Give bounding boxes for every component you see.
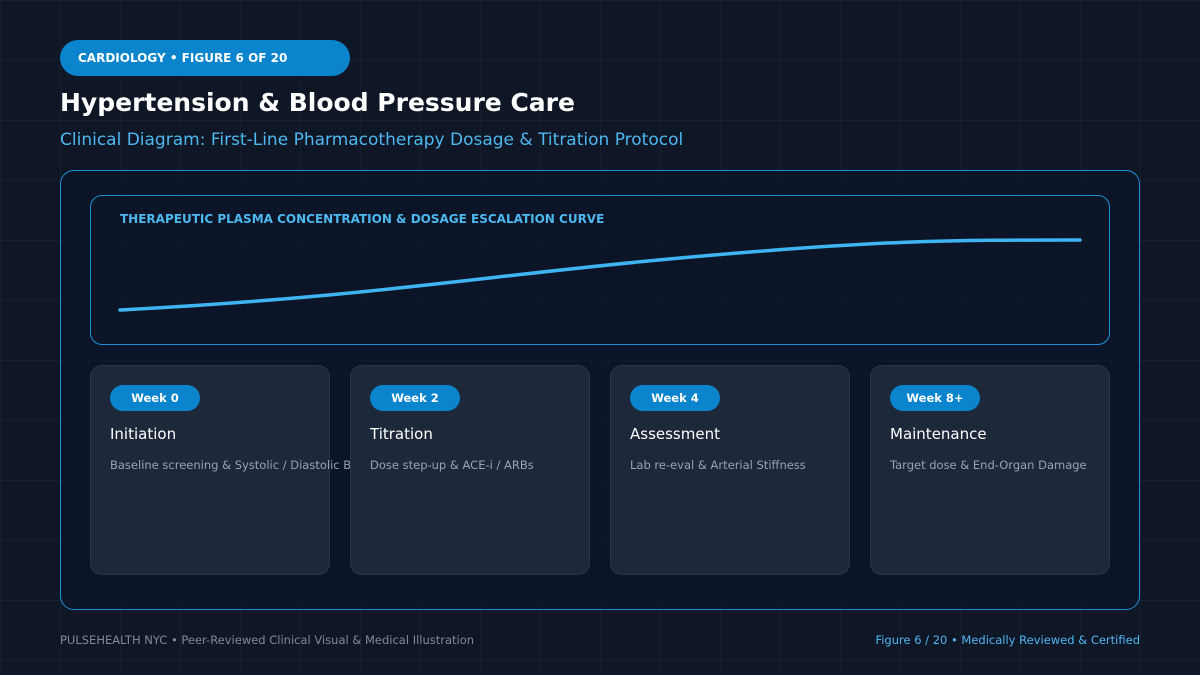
step-title: Assessment — [630, 425, 720, 443]
step-title: Maintenance — [890, 425, 987, 443]
step-badge: Week 8+ — [890, 385, 980, 411]
subtitle: Clinical Diagram: First-Line Pharmacothe… — [60, 130, 684, 150]
step-title: Titration — [370, 425, 433, 443]
curve-title: THERAPEUTIC PLASMA CONCENTRATION & DOSAG… — [120, 212, 605, 226]
step-badge: Week 0 — [110, 385, 200, 411]
step-card — [350, 365, 590, 575]
step-desc: Target dose & End-Organ Damage — [890, 458, 1087, 472]
footer-left: PULSEHEALTH NYC • Peer-Reviewed Clinical… — [60, 633, 475, 647]
curve — [118, 238, 1082, 312]
footer-right: Figure 6 / 20 • Medically Reviewed & Cer… — [875, 633, 1140, 647]
title: Hypertension & Blood Pressure Care — [60, 88, 575, 117]
step-desc: Dose step-up & ACE-i / ARBs — [370, 458, 534, 472]
tag: CARDIOLOGY • FIGURE 6 OF 20 — [60, 40, 350, 76]
step-title: Initiation — [110, 425, 177, 443]
step-badge: Week 4 — [630, 385, 720, 411]
step-badge: Week 2 — [370, 385, 460, 411]
step-desc: Baseline screening & Systolic / Diastoli… — [110, 458, 359, 472]
step-desc: Lab re-eval & Arterial Stiffness — [630, 458, 806, 472]
curve-box — [90, 195, 1110, 345]
